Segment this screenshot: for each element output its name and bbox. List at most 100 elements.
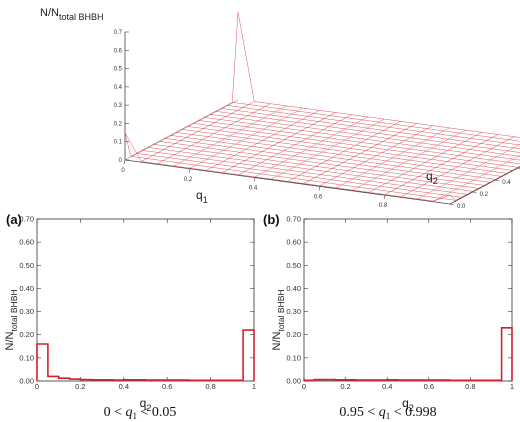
y-tick-label: 0.30 (286, 307, 301, 316)
surface-xlabel: q1 (196, 188, 208, 205)
surface-back-edge (124, 99, 239, 161)
panel-a-caption: 0 < q1 < 0.05 (104, 405, 177, 422)
x-tick-label: 1 (252, 382, 256, 391)
panel-b-caption-var: q (379, 405, 386, 420)
x-tick-label: 0.8 (465, 382, 475, 391)
y-tick-label: 0.60 (286, 238, 301, 247)
y-tick-label: 0.00 (19, 377, 34, 386)
panel-b-plot: 0.00 0.10 0.20 0.30 0.40 0.50 0.60 0.70 0 0.2 0.4 0… (271, 215, 514, 414)
surface-mesh-line-q2 (141, 101, 255, 162)
x-tick-label: 0.6 (424, 382, 434, 391)
surface-z-tick-label: 0.6 (114, 48, 123, 54)
panel-a-caption-var: q (126, 405, 133, 420)
y-axis-label-sub: total BHBH (9, 290, 19, 332)
surface-z-tick-label: 0 (119, 158, 123, 164)
surface-mesh-line-q2 (433, 155, 520, 202)
surface-q1-tick-label: 0.8 (379, 203, 388, 209)
y-tick-label: 0.40 (19, 284, 34, 293)
surface-mesh-line-q2 (271, 118, 385, 180)
surface-axes (124, 32, 520, 205)
panel-b-caption-right: < 0.998 (394, 405, 437, 420)
surface-q2-axis (449, 166, 520, 205)
plot-frame (303, 218, 513, 382)
surface-mesh-line-q2 (173, 105, 287, 167)
x-axis-label-main: q (140, 396, 147, 410)
y-axis-label-main: N/N (271, 332, 283, 351)
surface-q1-tick-label: 0.4 (249, 186, 258, 192)
y-axis-label: N/Ntotal BHBH (4, 290, 19, 351)
surface-ylabel-sub: 2 (433, 176, 438, 186)
x-tick-label: 0.2 (75, 382, 85, 391)
surface-z-tick-label: 0.3 (114, 103, 123, 109)
y-axis-label: N/Ntotal BHBH (271, 290, 286, 351)
x-tick-label: 0.8 (205, 382, 215, 391)
panel-b-histogram: (b) 0.00 0.10 0.20 0.30 0.40 0.50 0.60 0.70 0 0.2… (263, 212, 514, 422)
surface-mesh-line-q2 (368, 132, 482, 193)
x-tick-label: 0.6 (162, 382, 172, 391)
surface-zlabel-main: N/N (40, 7, 59, 19)
surface-mesh-line-q2 (384, 134, 499, 195)
x-tick-label: 0.4 (382, 382, 392, 391)
surface-z-tick-label: 0.2 (114, 121, 123, 127)
surface-mesh-line-q1 (221, 108, 520, 150)
y-tick-label: 0.70 (286, 215, 301, 224)
y-tick-label: 0.00 (286, 377, 301, 386)
surface-mesh-line-q1 (209, 114, 520, 157)
histogram-step-line (36, 329, 255, 382)
x-tick-label: 0.2 (340, 382, 350, 391)
surface-mesh-line-q1 (232, 102, 520, 142)
surface-zlabel-sub: total BHBH (59, 12, 104, 22)
surface-q1-tick (383, 195, 386, 200)
surface-q1-tick-label: 0 (121, 168, 125, 174)
y-tick-label: 0.20 (19, 330, 34, 339)
surface-ticks: 0 0.1 0.2 0.3 0.4 0.5 0.6 0.7 0 0.2 0.4 0.6 0.8 0.0 0.… (114, 30, 520, 210)
surface-xlabel-main: q (196, 188, 203, 202)
surface-q2-tick (449, 203, 455, 206)
surface-xlabel-sub: 1 (203, 195, 208, 205)
panel-b-label: (b) (263, 212, 280, 227)
surface-q1-tick (253, 177, 256, 182)
y-tick-label: 0.70 (19, 215, 34, 224)
surface-mesh-line-q1 (215, 111, 520, 153)
surface-mesh (124, 12, 520, 202)
surface-z-tick-label: 0.5 (114, 67, 123, 73)
x-axis-label-main: q (402, 396, 409, 410)
surface-ylabel-main: q (426, 169, 433, 183)
y-axis-label-main: N/N (4, 332, 16, 351)
x-axis-label-sub: 2 (409, 403, 414, 413)
surface-mesh-line-q2 (417, 144, 520, 200)
panel-a-label: (a) (6, 212, 22, 227)
x-tick-label: 1 (510, 382, 514, 391)
y-tick-label: 0.40 (286, 284, 301, 293)
surface-mesh-line-q2 (238, 114, 352, 175)
x-axis-label: q2 (402, 396, 414, 413)
panel-a-histogram: (a) 0.00 0.10 0.20 0.30 0.40 0.50 0.60 0.70 0 0.2… (4, 212, 256, 422)
plot-frame (36, 218, 255, 382)
x-axis-label: q2 (140, 396, 152, 413)
surface-mesh-line-q2 (222, 112, 336, 173)
surface-mesh-line-q1 (204, 117, 520, 161)
surface-mesh-line-q2 (287, 121, 401, 182)
panel-b-caption: 0.95 < q1 < 0.998 (339, 405, 436, 422)
panel-a-caption-left: 0 < (104, 405, 123, 420)
surface-q1-tick (318, 186, 321, 191)
surface-z-tick-label: 0.7 (114, 30, 123, 36)
surface-z-tick-label: 0.4 (114, 85, 123, 91)
y-axis-label-sub: total BHBH (276, 290, 286, 332)
surface-q2-tick-label: 0.2 (480, 192, 489, 198)
surface-mesh-line-q2 (303, 123, 417, 184)
x-tick-label: 0 (302, 382, 306, 391)
surface-mesh-line-q2 (124, 12, 239, 157)
surface-mesh-line-q2 (157, 103, 271, 164)
panel-a-caption-right: < 0.05 (141, 405, 177, 420)
surface-q1-tick-label: 0.2 (184, 177, 193, 183)
surface-q1-axis (124, 159, 451, 205)
x-tick-label: 0.4 (119, 382, 129, 391)
y-tick-label: 0.20 (286, 330, 301, 339)
panel-b-caption-left: 0.95 < (339, 405, 375, 420)
surface-mesh-line-q2 (206, 110, 320, 171)
panel-a-plot: 0.00 0.10 0.20 0.30 0.40 0.50 0.60 0.70 0 0.2 0.4 0… (4, 215, 256, 414)
y-tick-label: 0.10 (19, 353, 34, 362)
y-tick-label: 0.50 (19, 261, 34, 270)
